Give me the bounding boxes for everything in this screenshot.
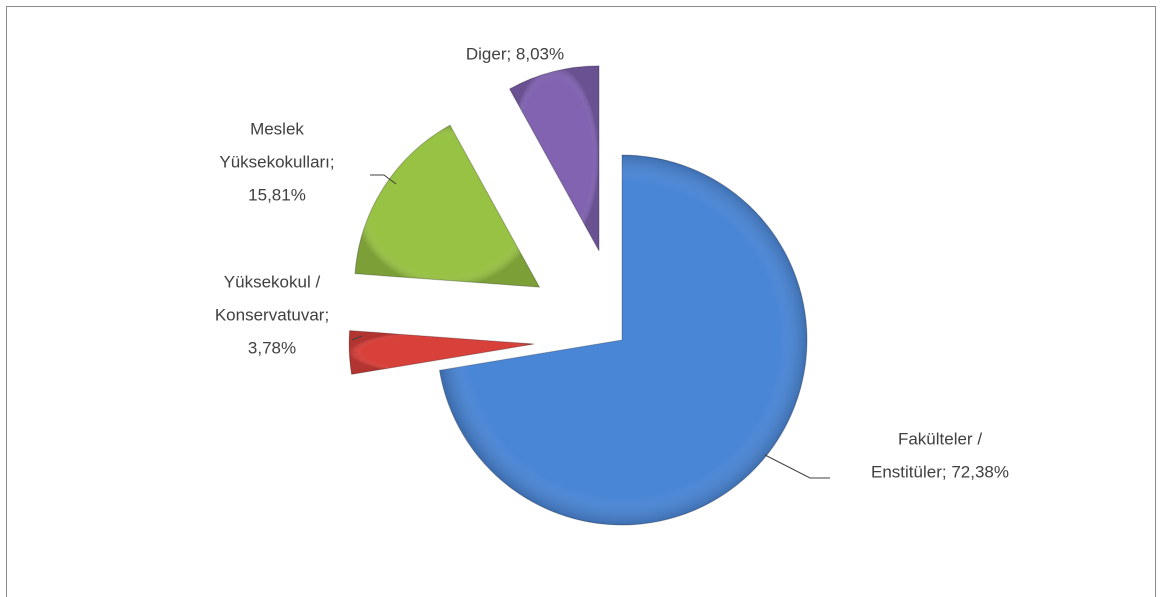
slice-shade [349, 330, 535, 375]
data-label: Yüksekokulları; [219, 152, 334, 171]
leader-line [370, 174, 397, 185]
data-label: Enstitüler; 72,38% [871, 462, 1009, 481]
data-label: Meslek [250, 119, 304, 138]
data-label: Diger; 8,03% [466, 44, 564, 63]
leader-line [351, 335, 363, 341]
slice-shade [354, 125, 540, 288]
data-label: Yüksekokul / [224, 272, 321, 291]
slice-shade [509, 65, 600, 251]
data-label: 15,81% [248, 185, 306, 204]
leader-line [764, 454, 830, 479]
data-label: Konservatuvar; [215, 305, 329, 324]
data-label: 3,78% [248, 338, 296, 357]
slice-shade [439, 155, 807, 526]
data-label: Fakülteler / [898, 429, 982, 448]
